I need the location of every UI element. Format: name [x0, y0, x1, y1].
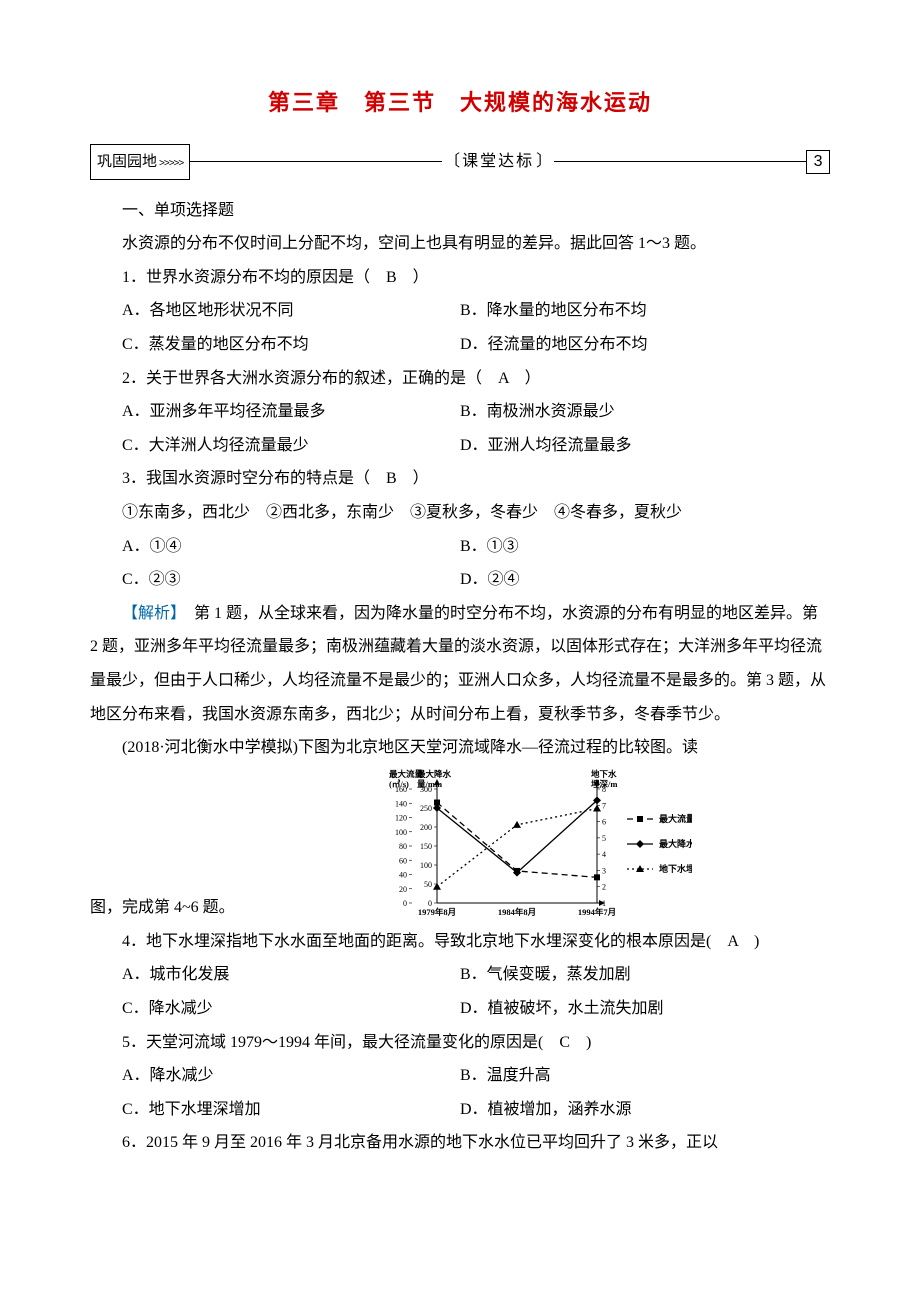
option: D．植被增加，涵养水源 [460, 1093, 830, 1127]
option: D．②④ [460, 563, 830, 597]
svg-text:120: 120 [395, 813, 407, 822]
svg-text:80: 80 [399, 842, 407, 851]
svg-text:0: 0 [403, 899, 407, 908]
svg-text:最大流量: 最大流量 [659, 813, 692, 824]
question-group-intro: 水资源的分布不仅时间上分配不均，空间上也具有明显的差异。据此回答 1～3 题。 [90, 227, 830, 261]
option: C．蒸发量的地区分布不均 [90, 328, 460, 362]
section-header-bar: 巩固园地 >>>>> 〔 课堂达标 〕 3 [90, 144, 830, 180]
svg-text:250: 250 [420, 804, 432, 813]
question-group-intro-2a: (2018·河北衡水中学模拟)下图为北京地区天堂河流域降水—径流过程的比较图。读 [90, 731, 830, 765]
option: B．降水量的地区分布不均 [460, 294, 830, 328]
svg-text:6: 6 [602, 817, 606, 826]
svg-text:100: 100 [420, 861, 432, 870]
question-5-options: C．地下水埋深增加 D．植被增加，涵养水源 [90, 1093, 830, 1127]
divider [554, 161, 806, 162]
svg-text:140: 140 [395, 799, 407, 808]
svg-text:最大降水: 最大降水 [417, 769, 452, 779]
header-mid: 课堂达标 [462, 145, 534, 179]
question-2: 2．关于世界各大洲水资源分布的叙述，正确的是（ A ） [90, 362, 830, 396]
chevron-icon: >>>>> [159, 153, 183, 174]
question-2-options: C．大洋洲人均径流量最少 D．亚洲人均径流量最多 [90, 429, 830, 463]
svg-text:100: 100 [395, 828, 407, 837]
option: B．南极洲水资源最少 [460, 395, 830, 429]
question-4-options: A．城市化发展 B．气候变暖，蒸发加剧 [90, 958, 830, 992]
question-3-subopts: ①东南多，西北少 ②西北多，东南少 ③夏秋多，冬春少 ④冬春多，夏秋少 [90, 496, 830, 530]
svg-text:最大降水量: 最大降水量 [659, 838, 692, 849]
question-1: 1．世界水资源分布不均的原因是（ B ） [90, 261, 830, 295]
bracket-right-icon: 〕 [534, 145, 554, 179]
svg-text:40: 40 [399, 870, 407, 879]
header-left-box: 巩固园地 >>>>> [90, 144, 190, 180]
svg-text:3: 3 [602, 866, 606, 875]
option: A．①④ [90, 530, 460, 564]
analysis-text: 第 1 题，从全球来看，因为降水量的时空分布不均，水资源的分布有明显的地区差异。… [90, 605, 826, 723]
question-5: 5．天堂河流域 1979～1994 年间，最大径流量变化的原因是( C ) [90, 1026, 830, 1060]
question-3-options: C．②③ D．②④ [90, 563, 830, 597]
option: C．地下水埋深增加 [90, 1093, 460, 1127]
question-group-intro-2b: 图，完成第 4~6 题。 [90, 891, 235, 925]
analysis-block: 【解析】 第 1 题，从全球来看，因为降水量的时空分布不均，水资源的分布有明显的… [90, 597, 830, 731]
option: A．各地区地形状况不同 [90, 294, 460, 328]
svg-text:地下水: 地下水 [591, 769, 617, 779]
option: C．②③ [90, 563, 460, 597]
option: B．①③ [460, 530, 830, 564]
option: B．气候变暖，蒸发加剧 [460, 958, 830, 992]
question-6: 6．2015 年 9 月至 2016 年 3 月北京备用水源的地下水水位已平均回… [90, 1126, 830, 1160]
question-5-options: A．降水减少 B．温度升高 [90, 1059, 830, 1093]
svg-text:200: 200 [420, 823, 432, 832]
option: A．城市化发展 [90, 958, 460, 992]
question-4: 4．地下水埋深指地下水水面至地面的距离。导致北京地下水埋深变化的根本原因是( A… [90, 925, 830, 959]
option: C．降水减少 [90, 992, 460, 1026]
question-3: 3．我国水资源时空分布的特点是（ B ） [90, 462, 830, 496]
header-left-text: 巩固园地 [97, 146, 157, 178]
section-heading: 一、单项选择题 [90, 194, 830, 228]
divider [190, 161, 442, 162]
svg-text:150: 150 [420, 842, 432, 851]
question-1-options: A．各地区地形状况不同 B．降水量的地区分布不均 [90, 294, 830, 328]
option: D．径流量的地区分布不均 [460, 328, 830, 362]
chart-row: 图，完成第 4~6 题。 020406080100120140160050100… [90, 765, 830, 925]
svg-text:埋深/m: 埋深/m [591, 779, 617, 789]
option: B．温度升高 [460, 1059, 830, 1093]
svg-text:50: 50 [424, 880, 432, 889]
question-2-options: A．亚洲多年平均径流量最多 B．南极洲水资源最少 [90, 395, 830, 429]
option: D．亚洲人均径流量最多 [460, 429, 830, 463]
bracket-left-icon: 〔 [442, 145, 462, 179]
svg-text:1994年7月: 1994年7月 [578, 907, 616, 917]
header-right-box: 3 [806, 150, 830, 174]
option: A．亚洲多年平均径流量最多 [90, 395, 460, 429]
svg-text:5: 5 [602, 834, 606, 843]
svg-text:1979年8月: 1979年8月 [418, 907, 456, 917]
svg-text:60: 60 [399, 856, 407, 865]
svg-text:4: 4 [602, 850, 606, 859]
svg-text:1984年8月: 1984年8月 [498, 907, 536, 917]
svg-text:20: 20 [399, 885, 407, 894]
precipitation-runoff-chart: 0204060801001201401600501001502002503001… [372, 765, 692, 925]
page-title: 第三章 第三节 大规模的海水运动 [90, 80, 830, 126]
question-1-options: C．蒸发量的地区分布不均 D．径流量的地区分布不均 [90, 328, 830, 362]
question-4-options: C．降水减少 D．植被破坏，水土流失加剧 [90, 992, 830, 1026]
svg-text:7: 7 [602, 801, 606, 810]
option: C．大洋洲人均径流量最少 [90, 429, 460, 463]
option: D．植被破坏，水土流失加剧 [460, 992, 830, 1026]
svg-text:地下水埋深: 地下水埋深 [659, 863, 692, 874]
svg-text:(㎥/s): (㎥/s) [389, 779, 409, 789]
option: A．降水减少 [90, 1059, 460, 1093]
svg-text:2: 2 [602, 882, 606, 891]
svg-text:量/mm: 量/mm [417, 779, 442, 789]
analysis-label: 【解析】 [122, 605, 178, 622]
question-3-options: A．①④ B．①③ [90, 530, 830, 564]
